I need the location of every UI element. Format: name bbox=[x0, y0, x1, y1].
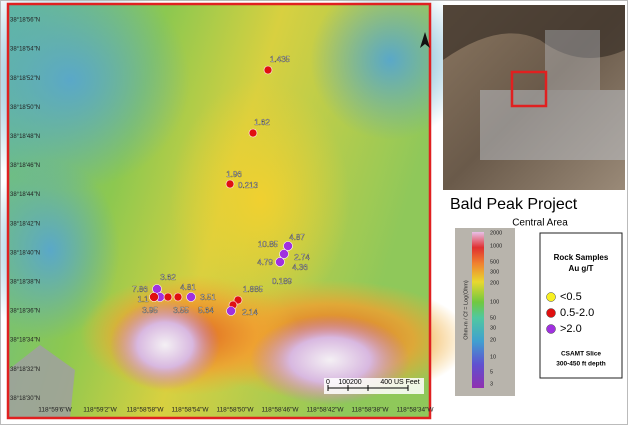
longitude-label: 118°58'58"W bbox=[126, 406, 164, 414]
latitude-label: 38°18'38"N bbox=[10, 279, 40, 285]
legend-note: 300-450 ft depth bbox=[556, 361, 606, 368]
latitude-label: 38°18'44"N bbox=[10, 192, 40, 198]
legend-box bbox=[539, 232, 623, 379]
title: Bald Peak Project bbox=[450, 196, 578, 213]
latitude-label: 38°18'42"N bbox=[10, 221, 40, 227]
latitude-label: 38°18'46"N bbox=[10, 163, 40, 169]
legend-item: >2.0 bbox=[560, 323, 582, 335]
scale-middle: 100200 bbox=[338, 379, 361, 386]
latitude-label: 38°18'48"N bbox=[10, 134, 40, 140]
sample-label: 3.55 bbox=[173, 306, 189, 315]
color-scale-tick: 2000 bbox=[490, 230, 502, 236]
sample-label: 0.213 bbox=[238, 181, 259, 190]
sample-label: 4.36 bbox=[292, 263, 308, 272]
legend: Rock Samples Au g/T <0.5 0.5-2.0 >2.0 CS… bbox=[539, 232, 623, 379]
color-scale-tick: 100 bbox=[490, 299, 499, 305]
subtitle: Central Area bbox=[512, 218, 568, 229]
legend-item: <0.5 bbox=[560, 291, 582, 303]
latitude-label: 38°18'52"N bbox=[10, 76, 40, 82]
sample-label: 7.86 bbox=[132, 285, 148, 294]
longitude-label: 118°58'42"W bbox=[306, 406, 344, 414]
color-scale-bar bbox=[472, 232, 484, 388]
sample-dots bbox=[149, 65, 293, 316]
sample-label: 1.96 bbox=[226, 170, 242, 179]
color-scale-tick: 50 bbox=[490, 315, 496, 321]
map: 38°18'56"N 38°18'54"N 38°18'52"N 38°18'50"N… bbox=[0, 0, 470, 420]
color-scale: Ohm-m / Cf = Log(Ohm) 2000 1000 500 300 200 1… bbox=[455, 228, 515, 396]
sample-label: 10.85 bbox=[258, 240, 279, 249]
scale-start: 0 bbox=[326, 379, 330, 386]
latitude-label: 38°18'30"N bbox=[10, 396, 40, 402]
longitude-label: 118°59'6"W bbox=[38, 406, 72, 414]
color-scale-tick: 30 bbox=[490, 325, 496, 331]
longitude-label: 118°58'50"W bbox=[216, 406, 254, 414]
sample-label: 1.1 bbox=[137, 295, 149, 304]
color-scale-tick: 1000 bbox=[490, 243, 502, 249]
sample-label: 2.74 bbox=[294, 253, 310, 262]
color-scale-label: Ohm-m / Cf = Log(Ohm) bbox=[463, 280, 469, 340]
sample-label: 3.95 bbox=[142, 306, 158, 315]
longitude-label: 118°58'54"W bbox=[171, 406, 209, 414]
latitude-label: 38°18'36"N bbox=[10, 309, 40, 315]
scale-bar: 0 100200 400 US Feet bbox=[324, 378, 424, 394]
sample-label: 3.51 bbox=[200, 293, 216, 302]
longitude-label: 118°58'38"W bbox=[351, 406, 389, 414]
color-scale-tick: 10 bbox=[490, 354, 496, 360]
latitude-label: 38°18'56"N bbox=[10, 18, 40, 24]
latitude-label: 38°18'32"N bbox=[10, 367, 40, 373]
location-panel: Bald Peak Project Central Area bbox=[443, 5, 625, 229]
color-scale-tick: 3 bbox=[490, 381, 493, 387]
sample-label: 3.62 bbox=[160, 273, 176, 282]
legend-subtitle: Au g/T bbox=[569, 264, 594, 273]
area-box bbox=[510, 70, 548, 108]
sample-label: 4.87 bbox=[289, 233, 305, 242]
longitude-label: 118°58'46"W bbox=[261, 406, 299, 414]
color-scale-tick: 300 bbox=[490, 269, 499, 275]
sample-label: 2.14 bbox=[242, 308, 258, 317]
longitude-label: 118°59'2"W bbox=[83, 406, 117, 414]
legend-note-title: CSAMT Slice bbox=[561, 351, 601, 358]
sample-label: 4.79 bbox=[257, 258, 273, 267]
color-scale-tick: 200 bbox=[490, 280, 499, 286]
color-scale-background bbox=[455, 228, 515, 396]
sample-label: 1.435 bbox=[270, 55, 291, 64]
color-scale-tick: 5 bbox=[490, 369, 493, 375]
scale-end: 400 US Feet bbox=[380, 379, 419, 386]
north-arrow bbox=[420, 32, 430, 48]
sample-label: 1.885 bbox=[243, 285, 264, 294]
latitude-label: 38°18'54"N bbox=[10, 47, 40, 53]
map-frame bbox=[6, 2, 432, 420]
latitude-label: 38°18'34"N bbox=[10, 338, 40, 344]
legend-title: Rock Samples bbox=[554, 253, 609, 262]
longitude-label: 118°58'34"W bbox=[396, 406, 434, 414]
sample-label: 1.62 bbox=[254, 118, 270, 127]
color-scale-tick: 20 bbox=[490, 337, 496, 343]
color-scale-tick: 500 bbox=[490, 259, 499, 265]
latitude-label: 38°18'40"N bbox=[10, 250, 40, 256]
latitude-label: 38°18'50"N bbox=[10, 105, 40, 111]
legend-item: 0.5-2.0 bbox=[560, 307, 594, 319]
sample-label: 0.189 bbox=[272, 277, 293, 286]
sample-label: 4.81 bbox=[180, 283, 196, 292]
sample-label: 5.64 bbox=[198, 306, 214, 315]
